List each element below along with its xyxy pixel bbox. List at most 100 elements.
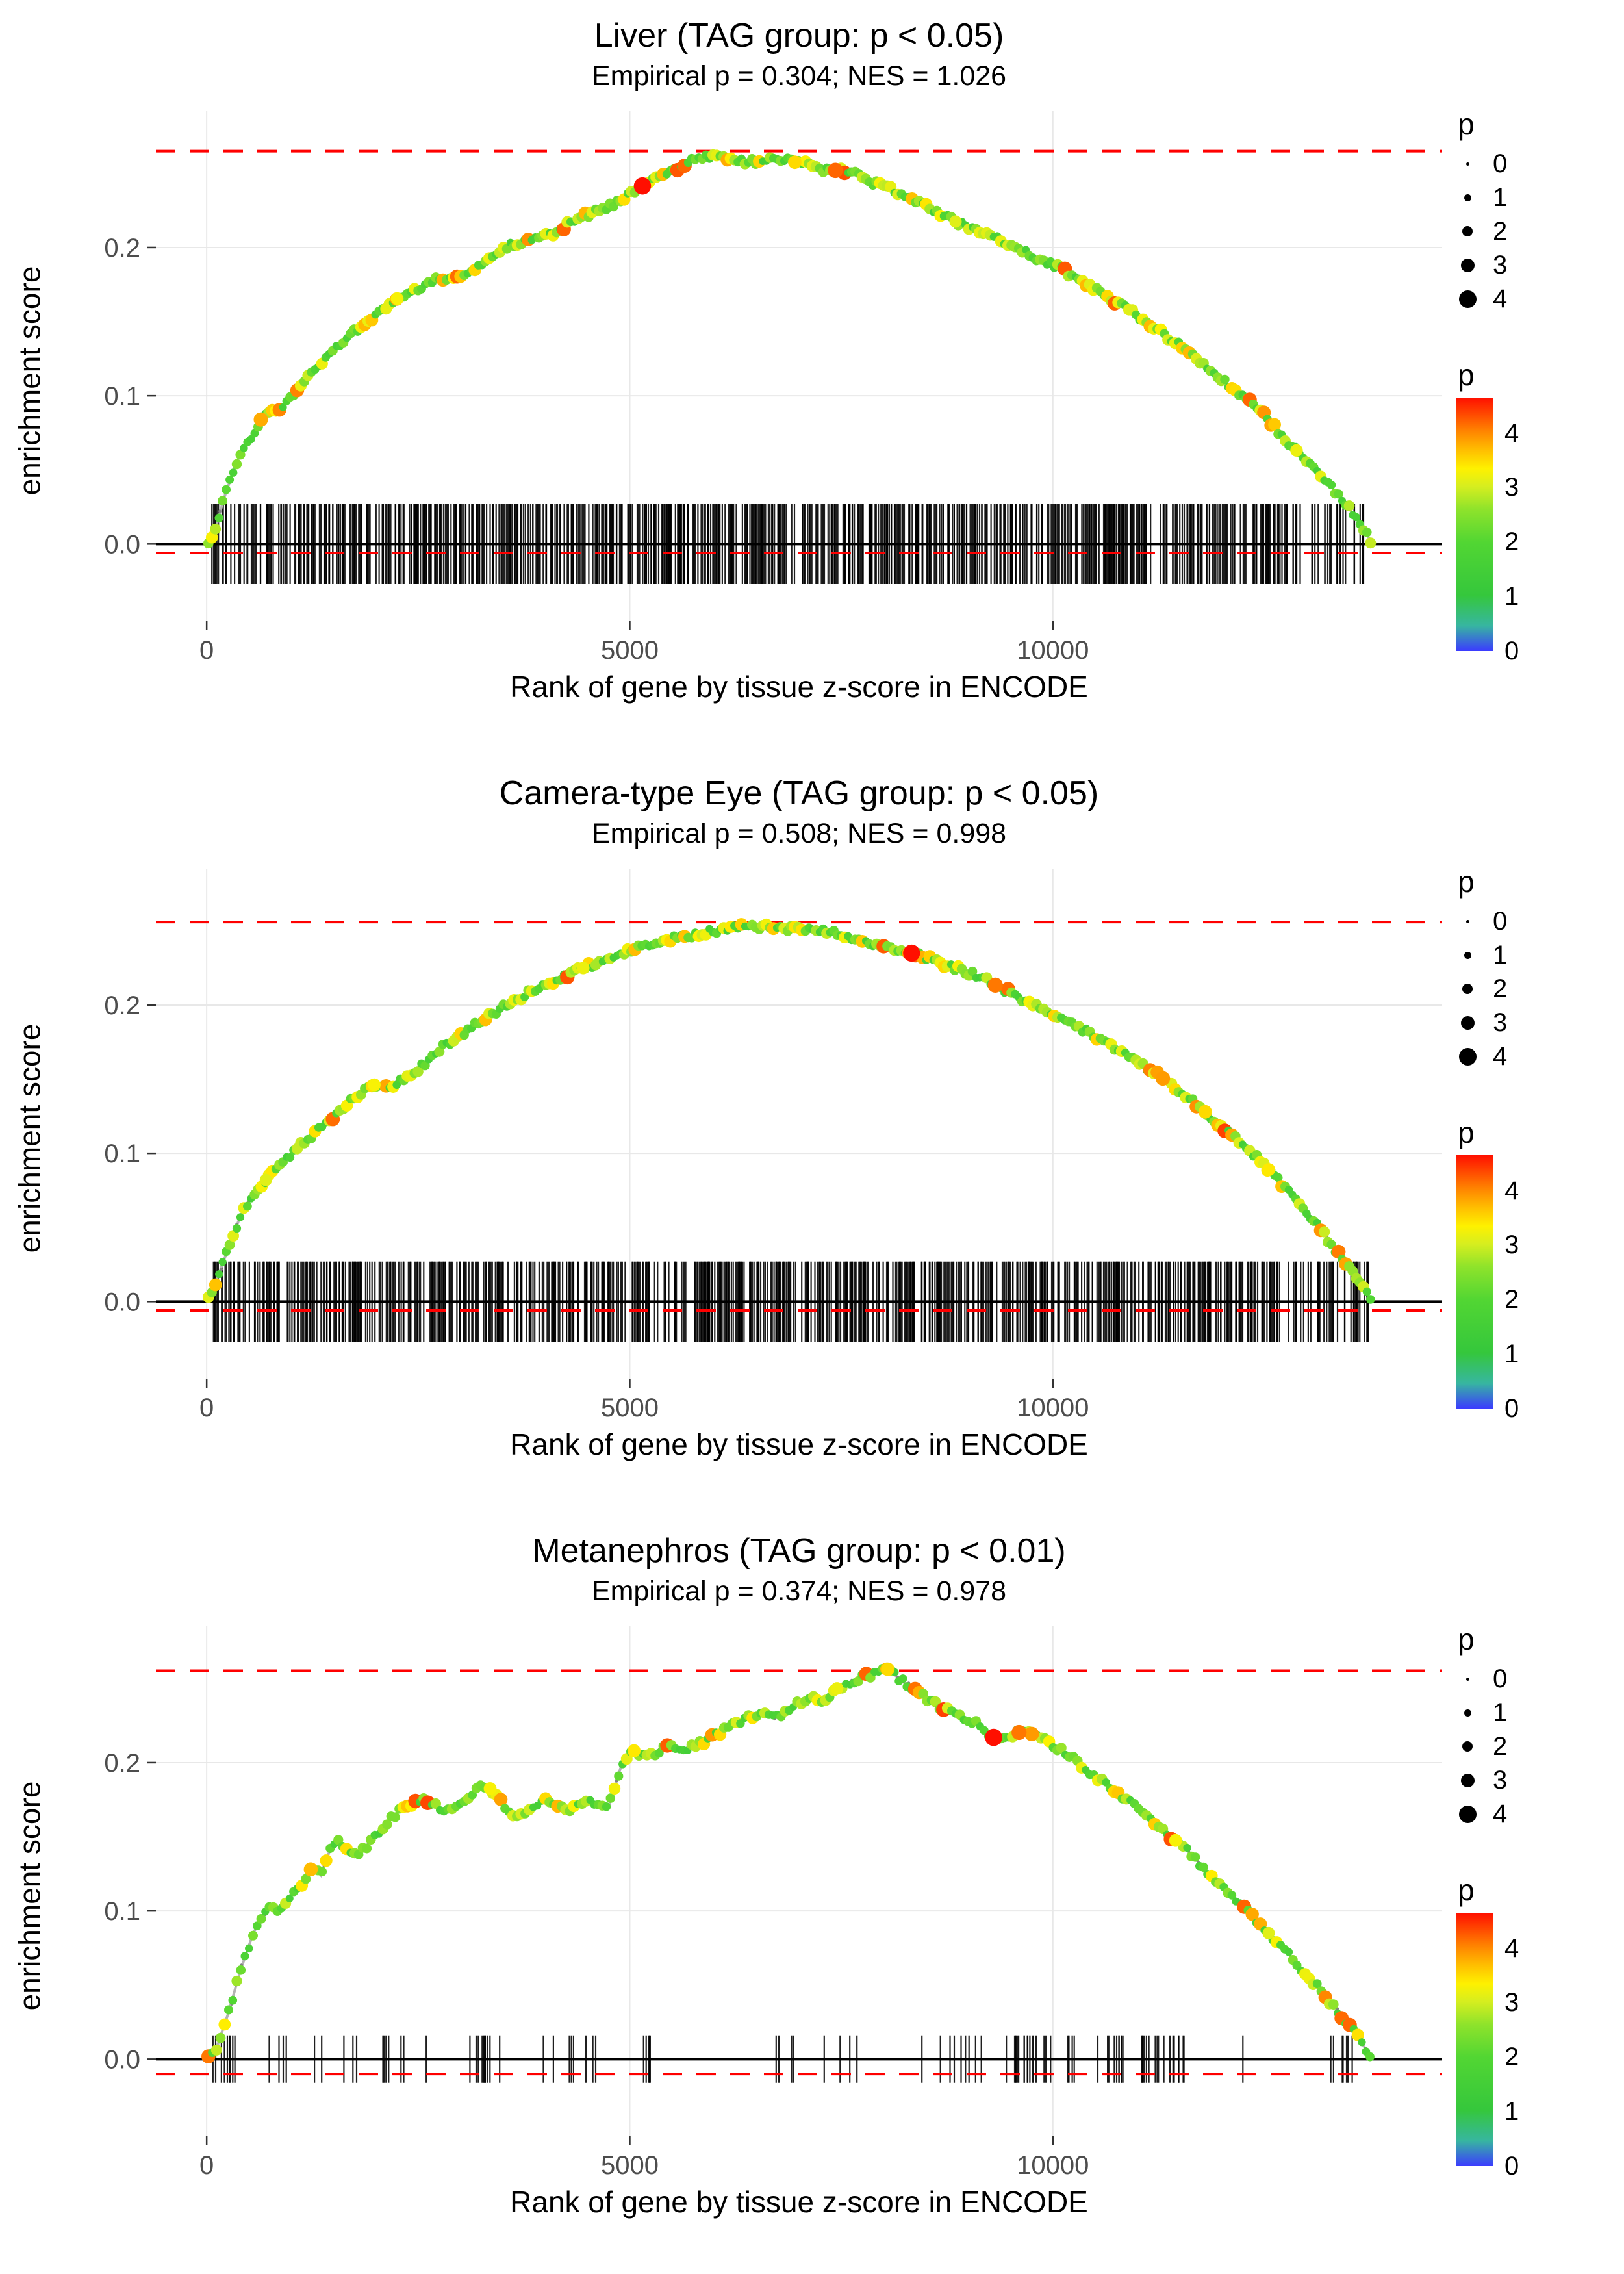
panel-title: Liver (TAG group: p < 0.05) bbox=[594, 17, 1004, 55]
colorbar-gradient bbox=[1456, 1913, 1493, 2166]
colorbar-tick-label: 4 bbox=[1504, 418, 1519, 448]
size-legend-item: 1 bbox=[1455, 181, 1624, 214]
enrichment-plot: 0 5000 10000 0.0 0.1 0.2 bbox=[104, 111, 1442, 665]
panel-subtitle: Empirical p = 0.374; NES = 0.978 bbox=[591, 1576, 1007, 1607]
color-legend: p 4 3 2 1 0 bbox=[1455, 1872, 1624, 2179]
colorbar-gradient bbox=[1456, 1155, 1493, 1409]
size-legend-item: 4 bbox=[1455, 282, 1624, 316]
size-legend-item: 2 bbox=[1455, 1730, 1624, 1763]
size-legend-item: 2 bbox=[1455, 972, 1624, 1006]
size-legend-item: 1 bbox=[1455, 1696, 1624, 1730]
size-legend-title: p bbox=[1458, 865, 1475, 899]
svg-text:10000: 10000 bbox=[1017, 2151, 1089, 2180]
size-legend: p 0 1 2 3 4 bbox=[1455, 1622, 1624, 1831]
size-dot-icon bbox=[1460, 1016, 1475, 1030]
size-legend-item: 2 bbox=[1455, 214, 1624, 248]
svg-text:0.2: 0.2 bbox=[104, 1749, 140, 1778]
svg-text:0.2: 0.2 bbox=[104, 991, 140, 1020]
size-legend: p 0 1 2 3 4 bbox=[1455, 864, 1624, 1073]
size-dot-icon bbox=[1465, 162, 1469, 166]
size-legend-item: 3 bbox=[1455, 1763, 1624, 1797]
size-dot-icon bbox=[1465, 1677, 1469, 1681]
svg-text:0: 0 bbox=[199, 1394, 214, 1422]
color-legend-title: p bbox=[1458, 1116, 1475, 1149]
size-legend: p 0 1 2 3 4 bbox=[1455, 107, 1624, 316]
panel-subtitle: Empirical p = 0.304; NES = 1.026 bbox=[591, 60, 1007, 92]
size-legend-item: 1 bbox=[1455, 938, 1624, 972]
svg-text:0.0: 0.0 bbox=[104, 1288, 140, 1316]
colorbar-tick-label: 0 bbox=[1504, 2152, 1519, 2180]
size-dot-icon bbox=[1460, 258, 1475, 272]
svg-text:0.1: 0.1 bbox=[104, 1897, 140, 1926]
size-dot-icon bbox=[1460, 1773, 1475, 1787]
y-axis-title: enrichment score bbox=[12, 1023, 47, 1253]
y-axis-title: enrichment score bbox=[12, 266, 47, 496]
y-axis-title: enrichment score bbox=[12, 1781, 47, 2011]
svg-text:0.2: 0.2 bbox=[104, 234, 140, 262]
colorbar-tick-label: 1 bbox=[1504, 1340, 1519, 1369]
size-dot-icon bbox=[1462, 1741, 1473, 1752]
svg-text:5000: 5000 bbox=[601, 2151, 659, 2180]
panel-liver: Liver (TAG group: p < 0.05) Empirical p … bbox=[0, 0, 1624, 758]
color-legend: p 4 3 2 1 0 bbox=[1455, 1115, 1624, 1422]
x-axis-title: Rank of gene by tissue z-score in ENCODE bbox=[510, 1427, 1088, 1461]
colorbar-tick-label: 4 bbox=[1504, 1934, 1519, 1963]
panel-title: Camera-type Eye (TAG group: p < 0.05) bbox=[499, 774, 1099, 812]
size-dot-icon bbox=[1465, 919, 1469, 923]
colorbar-gradient bbox=[1456, 398, 1493, 651]
x-axis-title: Rank of gene by tissue z-score in ENCODE bbox=[510, 670, 1088, 704]
chart-row: enrichment score 0 5000 10000 0.0 0.1 0.2 p 0… bbox=[0, 1610, 1624, 2182]
x-axis-title: Rank of gene by tissue z-score in ENCODE bbox=[510, 2185, 1088, 2219]
size-legend-item: 3 bbox=[1455, 248, 1624, 282]
colorbar-tick-label: 3 bbox=[1504, 1231, 1519, 1260]
size-legend-item: 0 bbox=[1455, 147, 1624, 181]
svg-text:0.1: 0.1 bbox=[104, 1140, 140, 1168]
svg-text:10000: 10000 bbox=[1017, 1394, 1089, 1422]
color-legend: p 4 3 2 1 0 bbox=[1455, 357, 1624, 664]
panel-metanephros: Metanephros (TAG group: p < 0.01) Empiri… bbox=[0, 1515, 1624, 2273]
colorbar-tick-label: 0 bbox=[1504, 1394, 1519, 1423]
size-legend-title: p bbox=[1458, 107, 1475, 141]
colorbar-tick-label: 3 bbox=[1504, 473, 1519, 502]
size-dot-icon bbox=[1462, 226, 1473, 236]
size-legend-item: 4 bbox=[1455, 1797, 1624, 1831]
size-dot-icon bbox=[1462, 984, 1473, 994]
size-dot-icon bbox=[1464, 194, 1471, 201]
colorbar-tick-label: 2 bbox=[1504, 528, 1519, 557]
svg-text:0.1: 0.1 bbox=[104, 382, 140, 411]
colorbar-tick-label: 1 bbox=[1504, 2097, 1519, 2127]
size-legend-item: 4 bbox=[1455, 1040, 1624, 1073]
svg-text:0.0: 0.0 bbox=[104, 530, 140, 559]
size-legend-item: 0 bbox=[1455, 904, 1624, 938]
size-dot-icon bbox=[1464, 951, 1471, 959]
svg-text:0.0: 0.0 bbox=[104, 2045, 140, 2074]
enrichment-plot: 0 5000 10000 0.0 0.1 0.2 bbox=[104, 869, 1442, 1422]
color-legend-title: p bbox=[1458, 358, 1475, 392]
svg-text:10000: 10000 bbox=[1017, 636, 1089, 665]
size-dot-icon bbox=[1458, 290, 1477, 308]
panel-camera-type-eye: Camera-type Eye (TAG group: p < 0.05) Em… bbox=[0, 758, 1624, 1515]
enrichment-plot: 0 5000 10000 0.0 0.1 0.2 bbox=[104, 1626, 1442, 2180]
svg-text:0: 0 bbox=[199, 636, 214, 665]
chart-row: enrichment score 0 5000 10000 0.0 0.1 0.2 p 0… bbox=[0, 852, 1624, 1424]
size-dot-icon bbox=[1458, 1805, 1477, 1823]
colorbar-tick-label: 0 bbox=[1504, 637, 1519, 665]
panel-title: Metanephros (TAG group: p < 0.01) bbox=[532, 1532, 1066, 1570]
size-dot-icon bbox=[1458, 1047, 1477, 1066]
colorbar-tick-label: 3 bbox=[1504, 1988, 1519, 2017]
panel-subtitle: Empirical p = 0.508; NES = 0.998 bbox=[591, 818, 1007, 849]
colorbar-tick-label: 4 bbox=[1504, 1176, 1519, 1205]
size-legend-title: p bbox=[1458, 1622, 1475, 1656]
svg-text:5000: 5000 bbox=[601, 1394, 659, 1422]
svg-text:5000: 5000 bbox=[601, 636, 659, 665]
colorbar-tick-label: 2 bbox=[1504, 2043, 1519, 2072]
colorbar-tick-label: 1 bbox=[1504, 582, 1519, 611]
size-dot-icon bbox=[1464, 1709, 1471, 1717]
chart-row: enrichment score 0 5000 10000 0.0 0.1 0.2 p 0… bbox=[0, 95, 1624, 667]
svg-text:0: 0 bbox=[199, 2151, 214, 2180]
size-legend-item: 3 bbox=[1455, 1006, 1624, 1040]
colorbar-tick-label: 2 bbox=[1504, 1285, 1519, 1314]
